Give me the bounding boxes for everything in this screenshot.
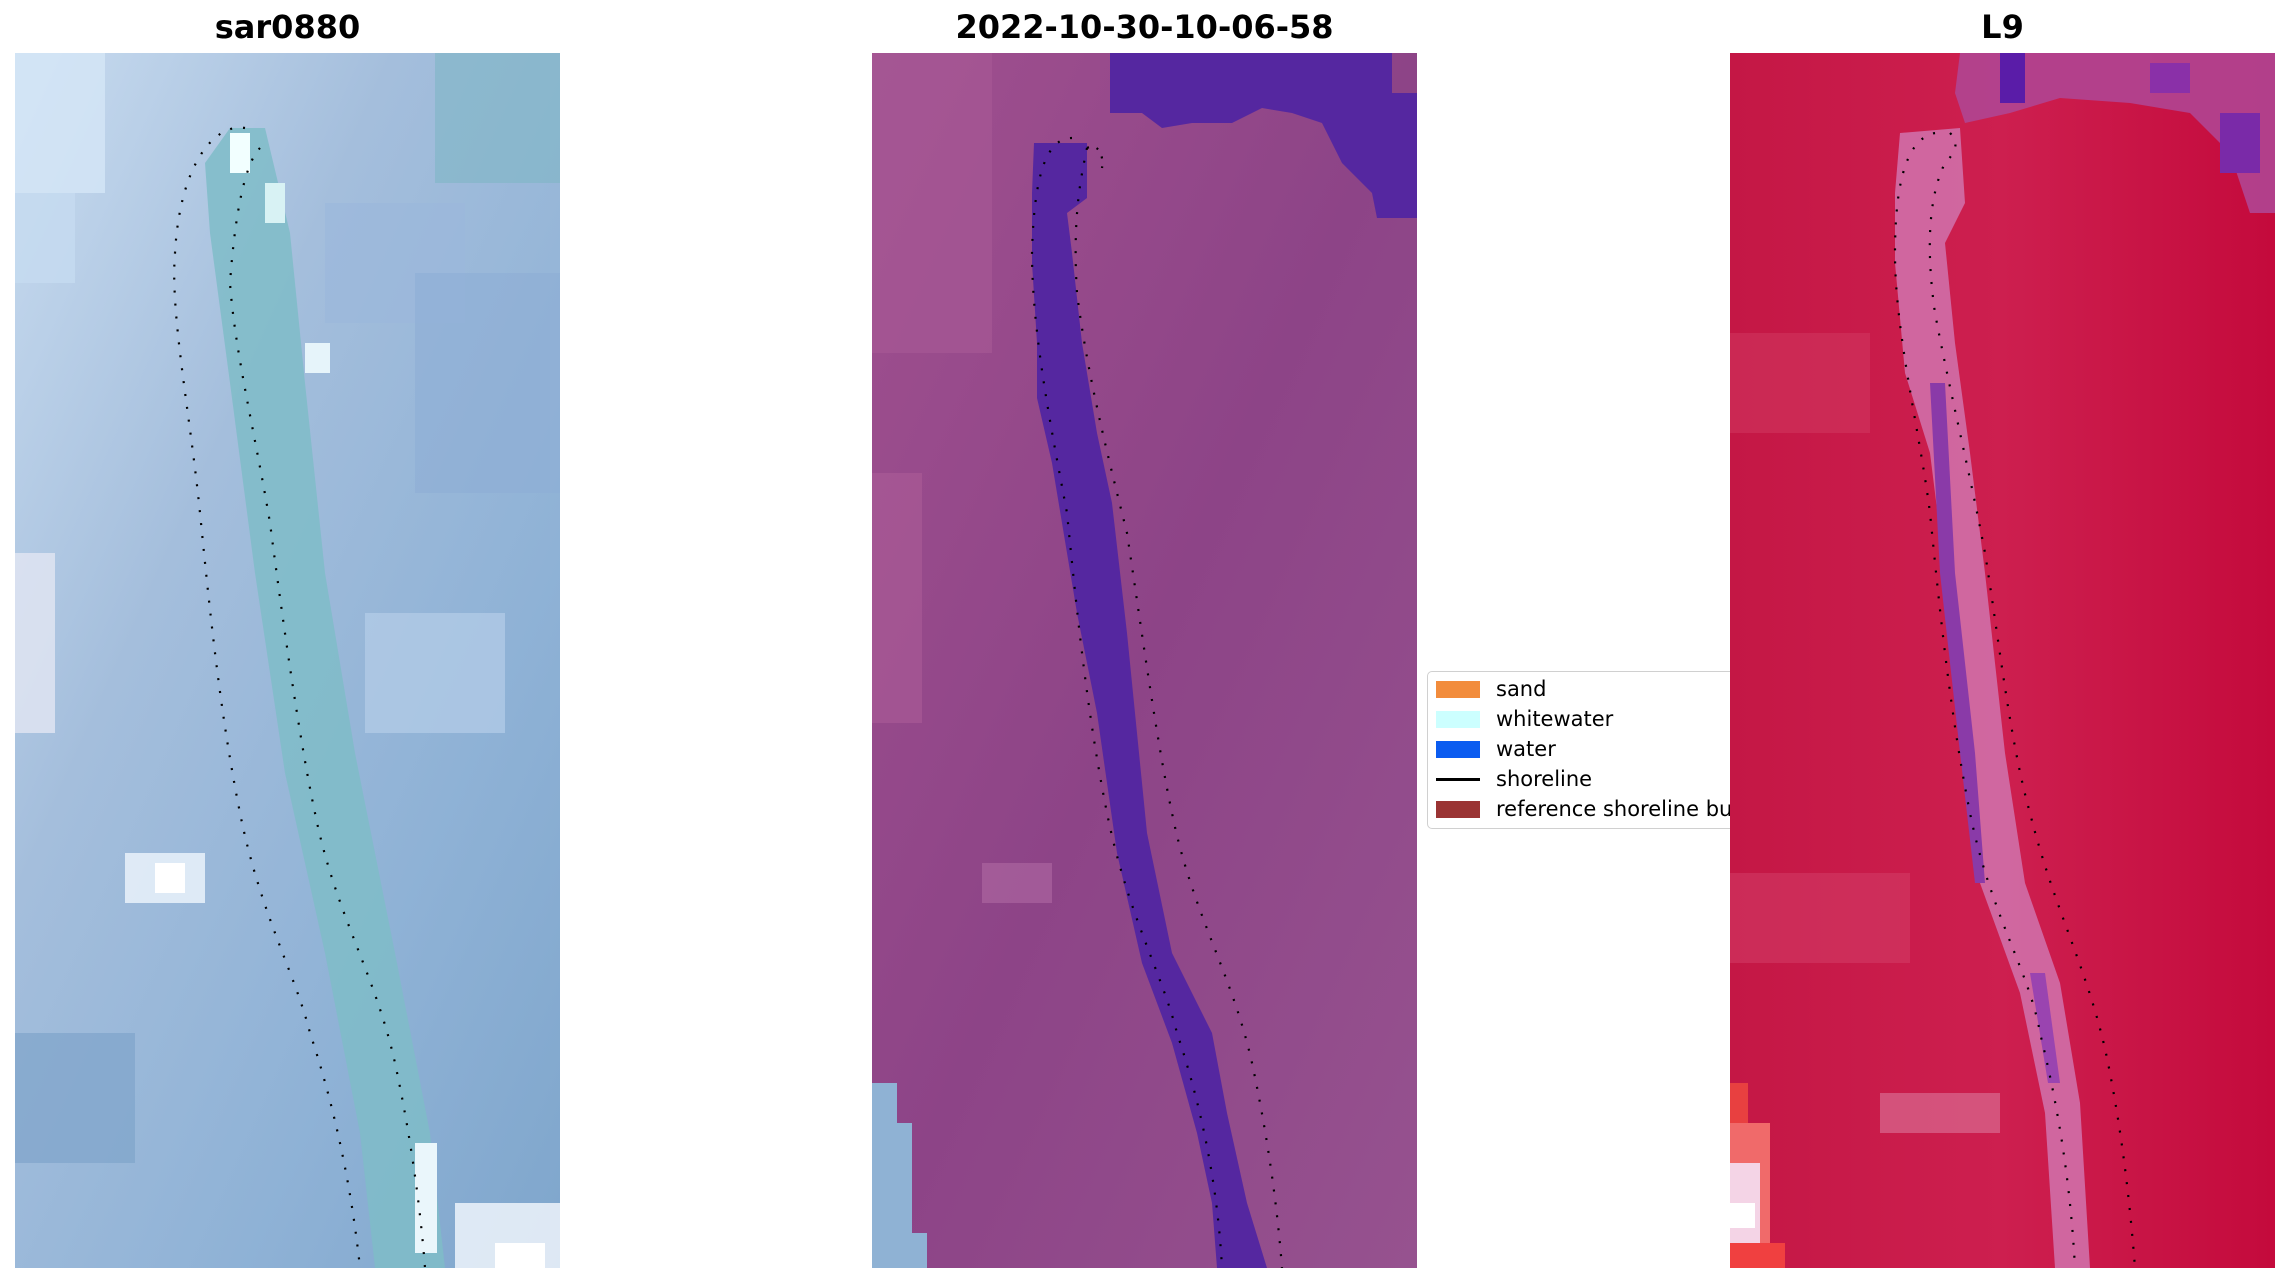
classified-image-panel bbox=[872, 53, 1417, 1268]
sar-image bbox=[15, 53, 560, 1268]
legend-label-sand: sand bbox=[1496, 677, 1547, 701]
l9-image bbox=[1730, 53, 2275, 1268]
panel-title-center: 2022-10-30-10-06-58 bbox=[955, 8, 1334, 46]
legend-item-sand: sand bbox=[1436, 676, 1546, 702]
whitewater-swatch bbox=[1436, 710, 1480, 728]
l9-image-panel bbox=[1730, 53, 2275, 1268]
legend-label-shoreline: shoreline bbox=[1496, 767, 1593, 791]
classified-image bbox=[872, 53, 1417, 1268]
shoreline-line-swatch bbox=[1436, 777, 1480, 781]
sand-swatch bbox=[1436, 680, 1480, 698]
panel-title-right: L9 bbox=[1981, 8, 2024, 46]
legend-label-whitewater: whitewater bbox=[1496, 707, 1614, 731]
water-swatch bbox=[1436, 740, 1480, 758]
legend-item-water: water bbox=[1436, 736, 1556, 762]
legend-item-reference-buffer: reference shoreline buffer bbox=[1436, 796, 1768, 822]
sar-image-panel bbox=[15, 53, 560, 1268]
legend-label-reference-buffer: reference shoreline buffer bbox=[1496, 797, 1769, 821]
legend-label-water: water bbox=[1496, 737, 1556, 761]
legend-item-shoreline: shoreline bbox=[1436, 766, 1592, 792]
reference-buffer-swatch bbox=[1436, 800, 1480, 818]
panel-title-left: sar0880 bbox=[214, 8, 361, 46]
legend-item-whitewater: whitewater bbox=[1436, 706, 1613, 732]
